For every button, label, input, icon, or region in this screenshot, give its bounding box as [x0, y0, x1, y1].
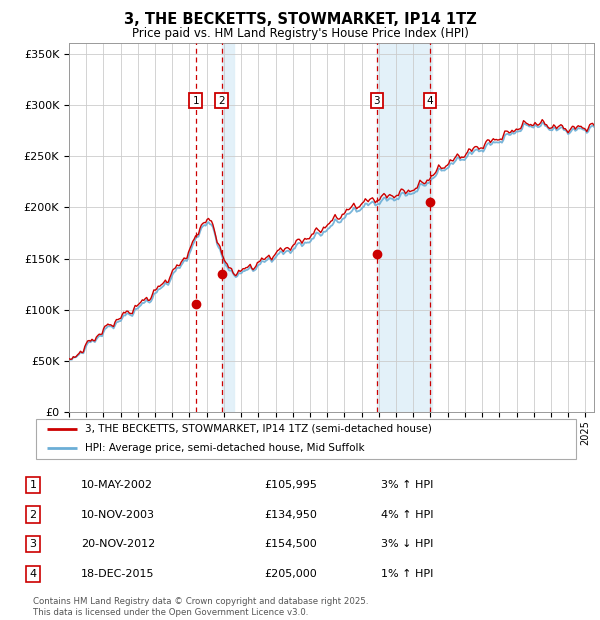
Text: Price paid vs. HM Land Registry's House Price Index (HPI): Price paid vs. HM Land Registry's House …: [131, 27, 469, 40]
Text: 4: 4: [427, 95, 433, 105]
Text: 1% ↑ HPI: 1% ↑ HPI: [381, 569, 433, 579]
Text: 1: 1: [29, 480, 37, 490]
Text: 4% ↑ HPI: 4% ↑ HPI: [381, 510, 433, 520]
Text: £105,995: £105,995: [264, 480, 317, 490]
Text: 10-MAY-2002: 10-MAY-2002: [81, 480, 153, 490]
Text: 2: 2: [29, 510, 37, 520]
Text: 18-DEC-2015: 18-DEC-2015: [81, 569, 155, 579]
Text: £205,000: £205,000: [264, 569, 317, 579]
Text: 3, THE BECKETTS, STOWMARKET, IP14 1TZ: 3, THE BECKETTS, STOWMARKET, IP14 1TZ: [124, 12, 476, 27]
Bar: [221, 43, 234, 412]
Text: 3, THE BECKETTS, STOWMARKET, IP14 1TZ (semi-detached house): 3, THE BECKETTS, STOWMARKET, IP14 1TZ (s…: [85, 423, 431, 433]
Text: 3% ↑ HPI: 3% ↑ HPI: [381, 480, 433, 490]
Text: 1: 1: [193, 95, 199, 105]
Text: 3: 3: [374, 95, 380, 105]
Text: 3: 3: [29, 539, 37, 549]
Text: 2: 2: [218, 95, 225, 105]
Text: Contains HM Land Registry data © Crown copyright and database right 2025.
This d: Contains HM Land Registry data © Crown c…: [33, 598, 368, 617]
Text: 20-NOV-2012: 20-NOV-2012: [81, 539, 155, 549]
Bar: [377, 43, 432, 412]
Text: 4: 4: [29, 569, 37, 579]
Text: 3% ↓ HPI: 3% ↓ HPI: [381, 539, 433, 549]
Text: HPI: Average price, semi-detached house, Mid Suffolk: HPI: Average price, semi-detached house,…: [85, 443, 364, 453]
Text: £134,950: £134,950: [264, 510, 317, 520]
Text: £154,500: £154,500: [264, 539, 317, 549]
Text: 10-NOV-2003: 10-NOV-2003: [81, 510, 155, 520]
